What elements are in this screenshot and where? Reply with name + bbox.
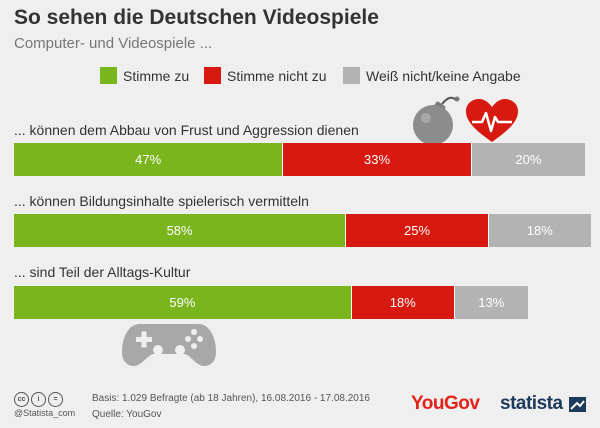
source-block: Basis: 1.029 Befragte (ab 18 Jahren), 16… xyxy=(92,391,370,423)
legend-label-unknown: Weiß nicht/keine Angabe xyxy=(366,68,521,84)
bar-segment-agree: 47% xyxy=(14,143,283,176)
bar-segment-disagree: 33% xyxy=(282,143,471,176)
legend-label-disagree: Stimme nicht zu xyxy=(227,68,327,84)
legend-swatch-disagree xyxy=(204,67,221,84)
legend-swatch-unknown xyxy=(343,67,360,84)
data-label: 20% xyxy=(515,152,542,167)
bar-segment-unknown: 18% xyxy=(487,214,591,247)
statista-logo-icon xyxy=(569,397,586,412)
question-label-2: ... können Bildungsinhalte spielerisch v… xyxy=(14,193,309,209)
basis-text: Basis: 1.029 Befragte (ab 18 Jahren), 16… xyxy=(92,393,370,404)
legend-item-agree: Stimme zu xyxy=(100,66,189,86)
legend: Stimme zu Stimme nicht zu Weiß nicht/kei… xyxy=(100,66,600,86)
bar-row-1: 47% 33% 20% xyxy=(14,143,585,176)
data-label: 33% xyxy=(364,152,391,167)
cc-license: cc i = xyxy=(14,388,65,407)
legend-item-unknown: Weiß nicht/keine Angabe xyxy=(343,66,521,86)
data-label: 25% xyxy=(404,223,431,238)
data-label: 18% xyxy=(389,295,416,310)
bar-segment-disagree: 25% xyxy=(345,214,488,247)
data-label: 58% xyxy=(166,223,193,238)
bar-row-3: 59% 18% 13% xyxy=(14,286,585,319)
bar-segment-disagree: 18% xyxy=(350,286,454,319)
statista-credit: @Statista_com xyxy=(14,408,76,418)
source-text: Quelle: YouGov xyxy=(92,409,162,420)
statista-logo: statista xyxy=(500,393,563,414)
question-label-1: ... können dem Abbau von Frust und Aggre… xyxy=(14,122,359,138)
bar-segment-unknown: 20% xyxy=(470,143,585,176)
page-subtitle: Computer- und Videospiele ... xyxy=(14,35,213,52)
data-label: 13% xyxy=(478,295,505,310)
bar-row-2: 58% 25% 18% xyxy=(14,214,591,247)
legend-label-agree: Stimme zu xyxy=(123,68,190,84)
question-label-3: ... sind Teil der Alltags-Kultur xyxy=(14,264,191,280)
legend-swatch-agree xyxy=(100,67,117,84)
yougov-logo: YouGov xyxy=(411,393,480,414)
legend-item-disagree: Stimme nicht zu xyxy=(204,66,327,86)
data-label: 59% xyxy=(169,295,196,310)
bar-segment-agree: 59% xyxy=(14,286,351,319)
bar-segment-agree: 58% xyxy=(14,214,346,247)
page-title: So sehen die Deutschen Videospiele xyxy=(14,6,379,29)
heart-pulse-icon xyxy=(466,99,518,142)
attribution-icon: i xyxy=(31,392,46,407)
footer: cc i = @Statista_com Basis: 1.029 Befragte… xyxy=(0,378,600,428)
cc-icon: cc xyxy=(14,392,29,407)
data-label: 18% xyxy=(526,223,553,238)
bar-segment-unknown: 13% xyxy=(453,286,528,319)
bomb-icon xyxy=(413,96,460,145)
no-derivatives-icon: = xyxy=(48,392,63,407)
data-label: 47% xyxy=(135,152,162,167)
gamepad-icon xyxy=(122,324,216,366)
